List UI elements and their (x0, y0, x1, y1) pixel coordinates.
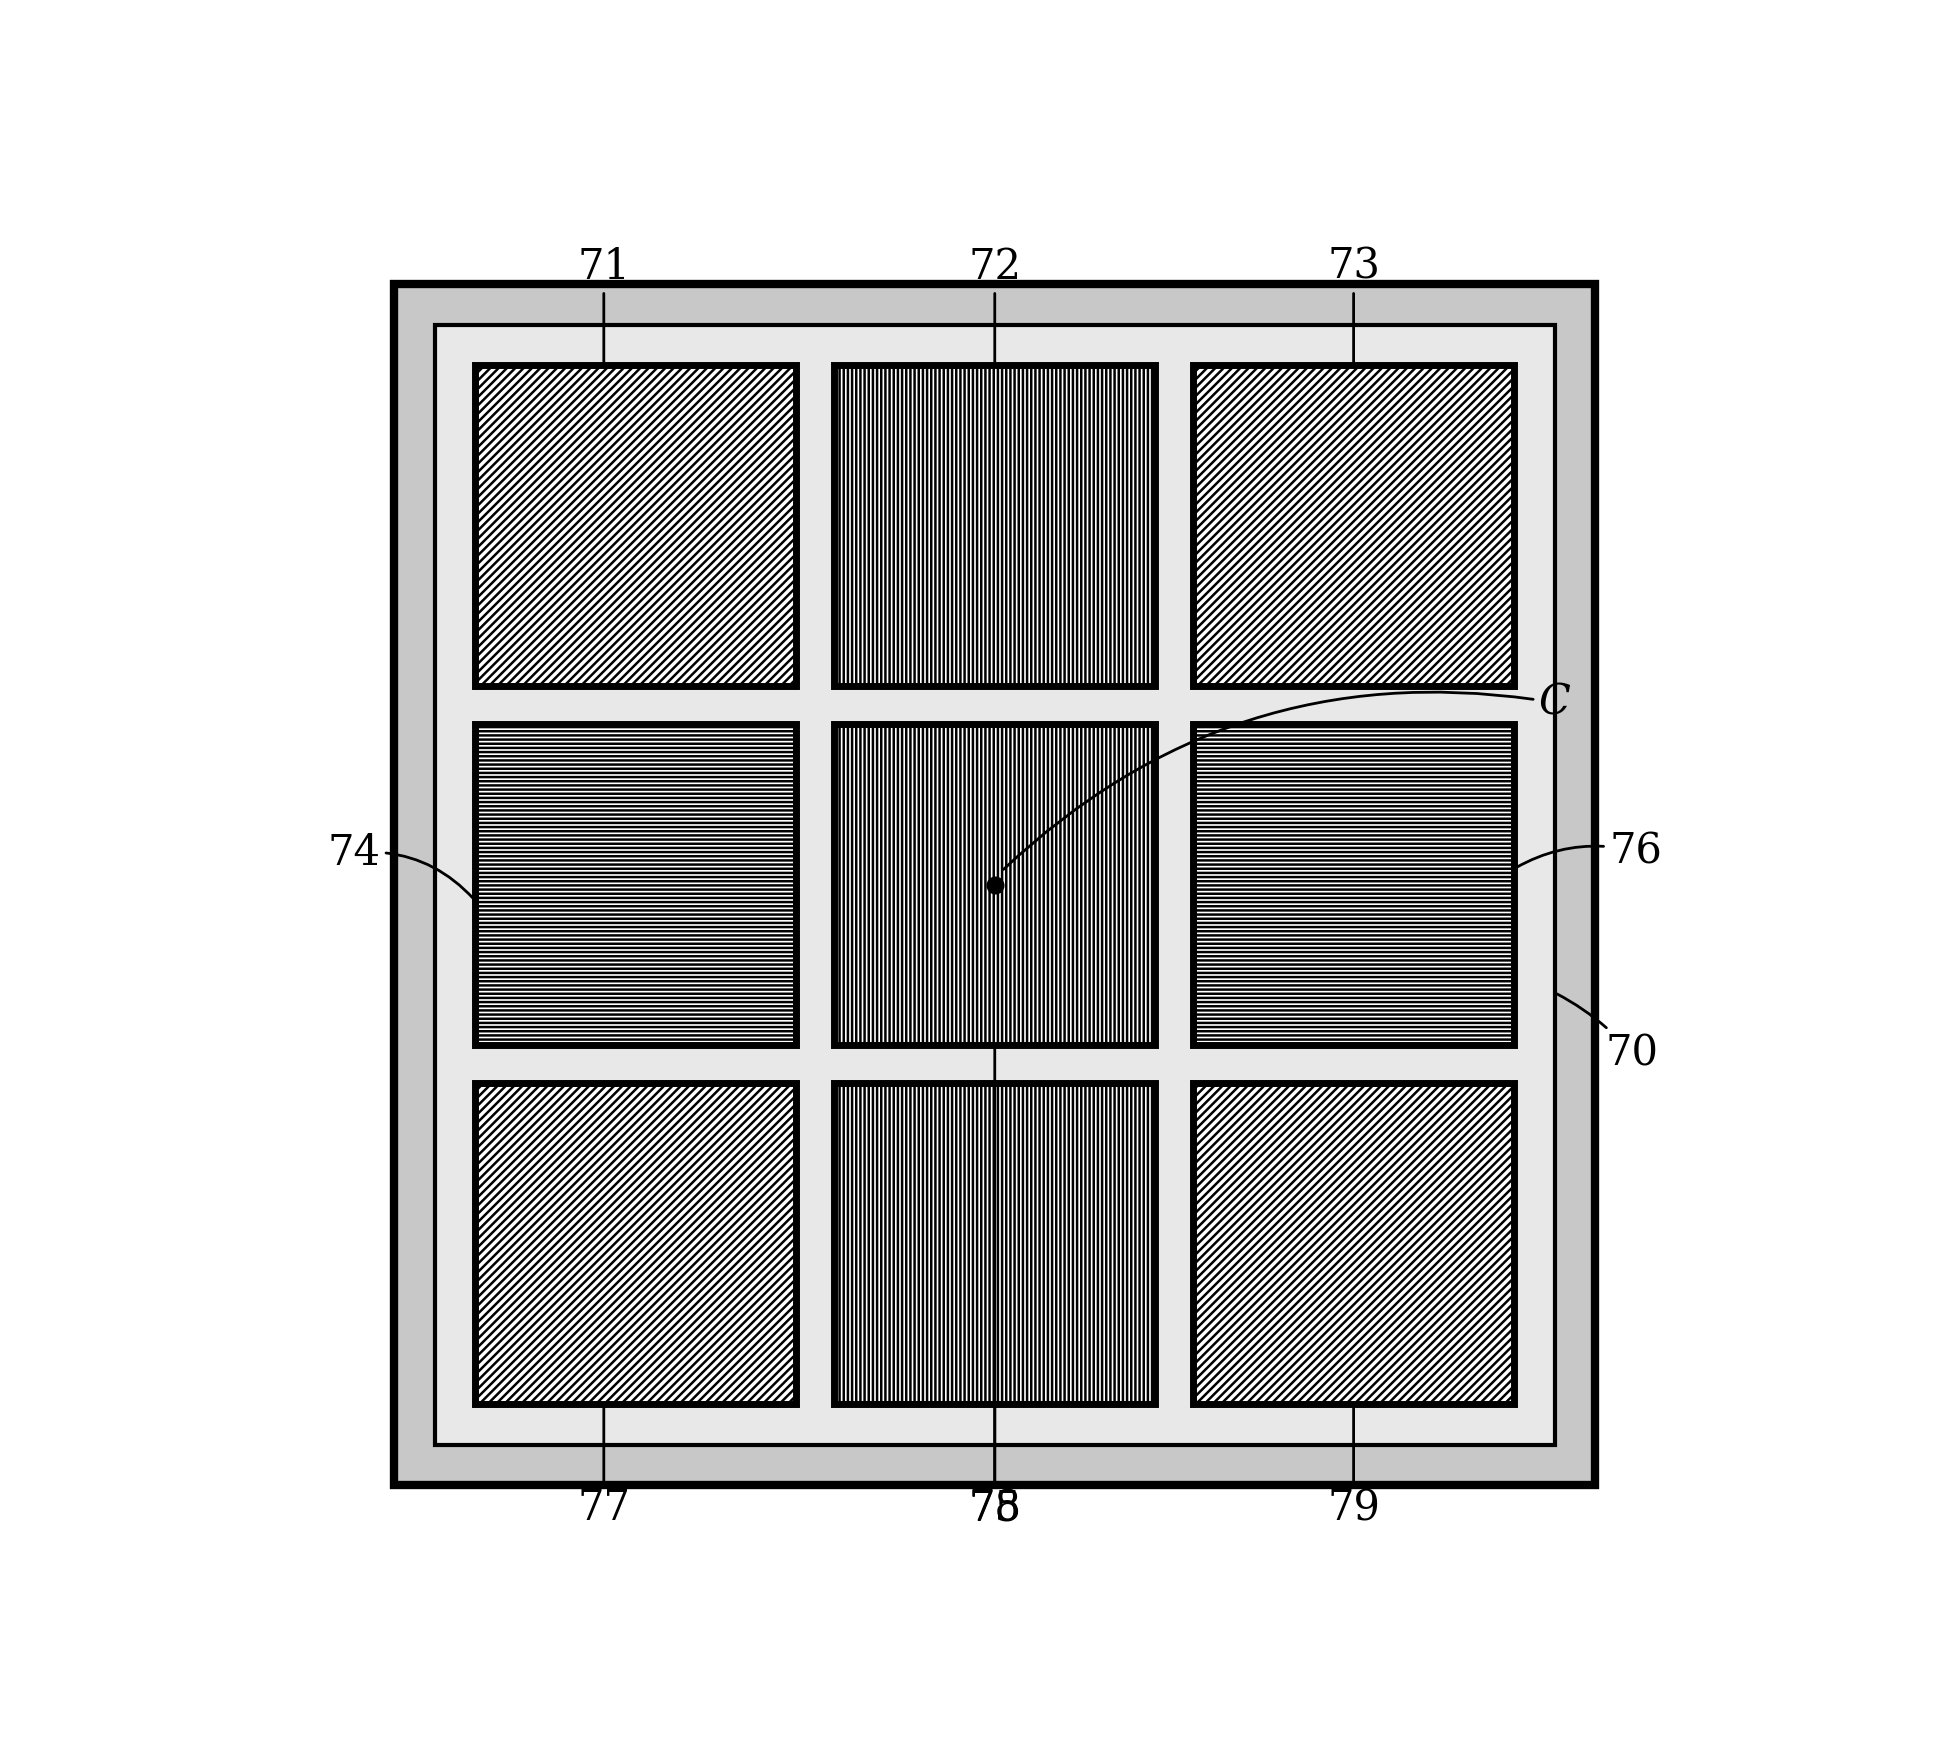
Bar (835, 366, 1155, 687)
Bar (835, 724, 1155, 1046)
Text: C: C (1003, 682, 1570, 869)
Bar (835, 366, 1155, 687)
Bar (1194, 724, 1514, 1046)
Bar (476, 724, 796, 1046)
Bar (1194, 366, 1514, 687)
Bar (1194, 1083, 1514, 1403)
Text: 70: 70 (1557, 993, 1658, 1074)
Bar (1194, 724, 1514, 1046)
Bar (394, 284, 1596, 1486)
Bar (1194, 724, 1514, 1046)
Text: 77: 77 (576, 1407, 631, 1529)
Bar (835, 1083, 1155, 1403)
Text: 72: 72 (969, 245, 1021, 363)
Bar (1194, 1083, 1514, 1403)
Bar (435, 324, 1555, 1445)
Bar (835, 366, 1155, 687)
Text: 74: 74 (328, 832, 474, 899)
Text: 73: 73 (1328, 245, 1380, 363)
Bar (476, 724, 796, 1046)
Bar (476, 1083, 796, 1403)
Text: 76: 76 (1516, 830, 1661, 872)
Bar (476, 1083, 796, 1403)
Text: 79: 79 (1328, 1407, 1380, 1529)
Text: 75: 75 (969, 1048, 1021, 1529)
Bar (835, 1083, 1155, 1403)
Text: 78: 78 (969, 1407, 1021, 1529)
Text: 71: 71 (576, 245, 631, 363)
Bar (1194, 366, 1514, 687)
Bar (835, 724, 1155, 1046)
Bar (476, 1083, 796, 1403)
Bar (476, 724, 796, 1046)
Bar (476, 366, 796, 687)
Bar (476, 366, 796, 687)
Bar (1194, 1083, 1514, 1403)
Bar (1194, 366, 1514, 687)
Bar (835, 1083, 1155, 1403)
Bar (476, 366, 796, 687)
Bar (835, 724, 1155, 1046)
